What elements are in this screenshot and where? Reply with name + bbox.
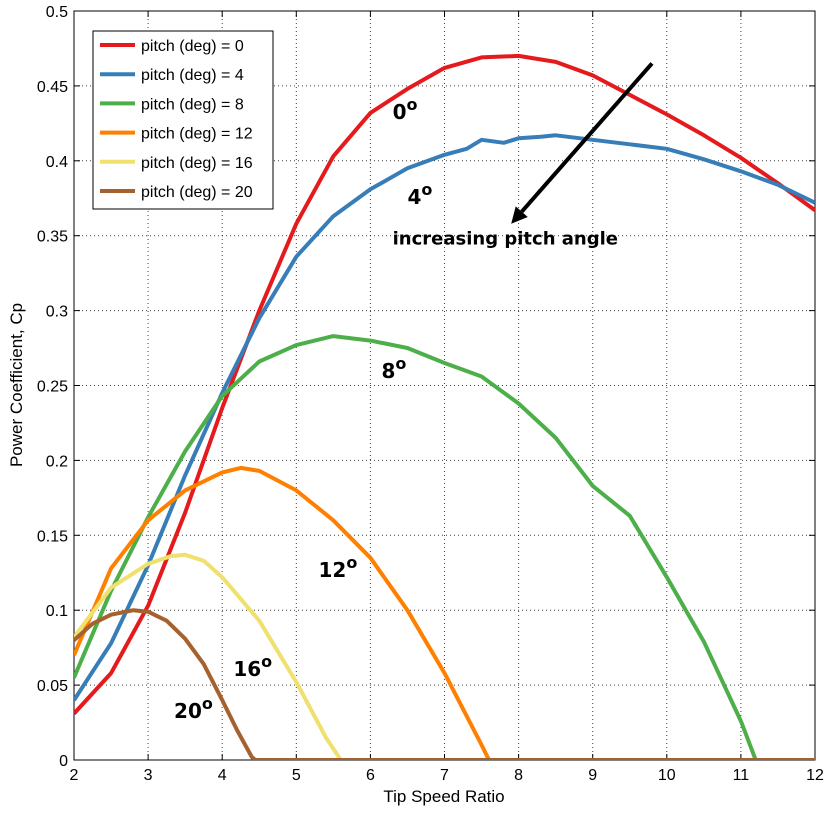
x-axis-label: Tip Speed Ratio: [383, 787, 504, 806]
y-tick-label: 0.4: [46, 154, 68, 171]
series-line: [74, 552, 343, 760]
series-layer: [74, 53, 815, 760]
x-tick-label: 3: [144, 767, 153, 784]
y-axis-label: Power Coefficient, Cp: [7, 303, 26, 467]
series-0: [74, 53, 815, 715]
legend-entry-label: pitch (deg) = 16: [141, 155, 253, 172]
y-tick-label: 0.3: [46, 304, 68, 321]
annotations-layer: 0o 4o 8o 12o 16o 20o increasing pitch angle: [174, 62, 654, 723]
x-tick-label: 5: [292, 767, 301, 784]
series-line: [74, 465, 491, 760]
legend-entry-label: pitch (deg) = 8: [141, 96, 244, 113]
series-line: [74, 608, 257, 760]
y-tick-label: 0.1: [46, 603, 68, 620]
x-tick-label: 12: [806, 767, 824, 784]
x-tick-label: 4: [218, 767, 227, 784]
legend-entry-label: pitch (deg) = 20: [141, 184, 253, 201]
x-tick-label: 2: [70, 767, 79, 784]
x-tick-label: 11: [733, 767, 750, 784]
x-tick-label: 6: [366, 767, 375, 784]
pitch-angle-label: 12o: [319, 553, 358, 582]
pitch-angle-label: 0o: [393, 95, 418, 124]
x-tick-label: 10: [658, 767, 676, 784]
series-2: [74, 334, 815, 760]
x-tick-label: 7: [440, 767, 449, 784]
series-4: [74, 552, 815, 760]
pitch-angle-label: 4o: [407, 180, 432, 209]
increasing-pitch-label: increasing pitch angle: [393, 229, 618, 250]
y-tick-label: 0.35: [37, 229, 68, 246]
y-tick-label: 0.05: [37, 678, 68, 695]
series-3: [74, 465, 815, 760]
y-tick-label: 0.5: [46, 4, 68, 21]
pitch-angle-label: 16o: [233, 652, 272, 681]
legend-entry-label: pitch (deg) = 4: [141, 67, 244, 84]
pitch-angle-label: 20o: [174, 694, 213, 723]
y-tick-label: 0.25: [37, 379, 68, 396]
y-tick-label: 0: [59, 753, 68, 770]
y-tick-label: 0.2: [46, 453, 68, 470]
x-tick-label: 8: [514, 767, 523, 784]
series-line: [74, 53, 815, 715]
series-line: [74, 334, 758, 760]
y-tick-label: 0.45: [37, 79, 68, 96]
pitch-arrow-head: [511, 206, 528, 224]
legend: pitch (deg) = 0 pitch (deg) = 4 pitch (deg…: [92, 30, 274, 210]
x-tick-label: 9: [588, 767, 597, 784]
legend-entry-label: pitch (deg) = 12: [141, 126, 253, 143]
series-5: [74, 608, 815, 760]
pitch-arrow-shaft: [520, 62, 654, 214]
legend-entry-label: pitch (deg) = 0: [141, 38, 244, 55]
pitch-angle-label: 8o: [382, 354, 407, 383]
y-tick-label: 0.15: [37, 528, 68, 545]
legend-box: [92, 30, 274, 210]
ticks-layer: 2 3 4 5 6 7 8 9 10 11 12 0 0.05 0.1 0.15 0.2 0.25 0.3 0.35…: [37, 4, 824, 784]
